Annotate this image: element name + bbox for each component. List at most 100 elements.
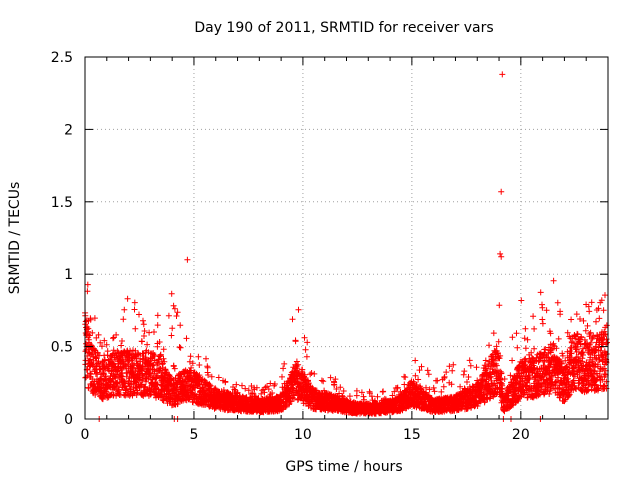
data-point: [133, 358, 140, 364]
data-point: [157, 351, 164, 358]
data-point: [539, 320, 546, 327]
data-point: [139, 338, 145, 345]
y-tick-label: 0.5: [51, 340, 73, 356]
data-point: [177, 322, 184, 329]
data-point: [320, 378, 327, 385]
data-point: [173, 313, 180, 319]
data-point: [499, 71, 506, 78]
data-point: [84, 281, 91, 288]
data-point: [99, 343, 105, 350]
data-point: [522, 345, 529, 352]
data-point: [110, 335, 116, 342]
y-axis-label: SRMTID / TECUs: [7, 182, 23, 295]
data-point: [486, 342, 492, 349]
data-point: [138, 367, 145, 374]
data-point: [155, 356, 162, 363]
data-point: [302, 346, 309, 353]
data-point: [151, 352, 158, 359]
data-point: [568, 316, 575, 323]
data-point: [109, 360, 116, 367]
data-point: [116, 387, 122, 394]
data-point: [141, 328, 148, 334]
data-point: [509, 357, 516, 364]
data-point: [412, 372, 419, 379]
data-point: [171, 305, 178, 312]
data-point: [380, 388, 387, 395]
data-point: [311, 370, 318, 377]
data-point: [123, 385, 130, 392]
data-point: [602, 292, 608, 299]
data-point: [424, 367, 431, 374]
data-point: [498, 188, 505, 195]
data-point: [304, 339, 311, 346]
data-point: [186, 358, 193, 365]
x-tick-label: 20: [512, 427, 530, 443]
data-point: [289, 316, 296, 323]
data-point: [434, 377, 441, 384]
data-point: [446, 363, 453, 370]
data-point: [143, 378, 149, 385]
chart-title: Day 190 of 2011, SRMTID for receiver var…: [194, 20, 493, 36]
data-point: [184, 256, 191, 263]
data-point: [160, 346, 167, 353]
data-point: [92, 391, 99, 398]
y-tick-label: 2.5: [51, 50, 73, 66]
data-point: [118, 342, 125, 349]
data-point: [97, 339, 104, 346]
data-point: [554, 299, 561, 306]
y-tick-label: 1: [64, 267, 73, 283]
data-point: [120, 316, 127, 323]
data-point: [301, 334, 308, 341]
data-point: [136, 311, 142, 318]
data-point: [187, 353, 194, 360]
data-point: [169, 325, 176, 332]
data-point: [132, 325, 139, 332]
data-point: [177, 373, 184, 380]
grid-lines: [85, 57, 608, 419]
data-point: [555, 335, 562, 342]
data-point: [514, 344, 521, 351]
data-point: [177, 344, 184, 351]
y-tick-label: 1.5: [51, 195, 73, 211]
y-tick-label: 0: [64, 412, 73, 428]
data-point: [203, 355, 209, 362]
data-point: [135, 351, 142, 357]
data-point: [176, 344, 183, 351]
data-point: [100, 370, 107, 376]
data-point: [156, 339, 163, 345]
data-point: [118, 367, 125, 373]
data-point: [537, 289, 544, 296]
data-point: [467, 362, 474, 369]
data-point: [412, 357, 419, 364]
data-point: [473, 364, 480, 371]
data-point: [303, 353, 310, 360]
data-point: [521, 335, 528, 342]
data-point: [151, 329, 157, 335]
data-point: [183, 335, 190, 342]
x-tick-label: 15: [403, 427, 421, 443]
data-point: [318, 377, 325, 384]
data-point: [170, 302, 177, 309]
data-point: [140, 317, 146, 324]
data-point: [103, 341, 110, 348]
data-point: [141, 333, 147, 339]
data-point: [550, 277, 557, 284]
data-point: [464, 379, 470, 385]
data-point: [402, 374, 409, 381]
data-point: [531, 325, 538, 332]
data-point: [113, 331, 120, 338]
data-point: [513, 330, 520, 337]
data-point: [150, 353, 157, 360]
data-point: [430, 384, 437, 391]
data-point: [195, 353, 202, 360]
data-point: [308, 370, 315, 376]
x-tick-label: 5: [189, 427, 198, 443]
data-point: [119, 364, 126, 371]
data-point: [501, 376, 508, 382]
data-point: [280, 365, 287, 372]
data-point: [295, 306, 302, 313]
data-point: [239, 382, 245, 389]
data-point: [449, 367, 456, 374]
data-point: [530, 313, 537, 320]
data-point: [353, 387, 360, 394]
